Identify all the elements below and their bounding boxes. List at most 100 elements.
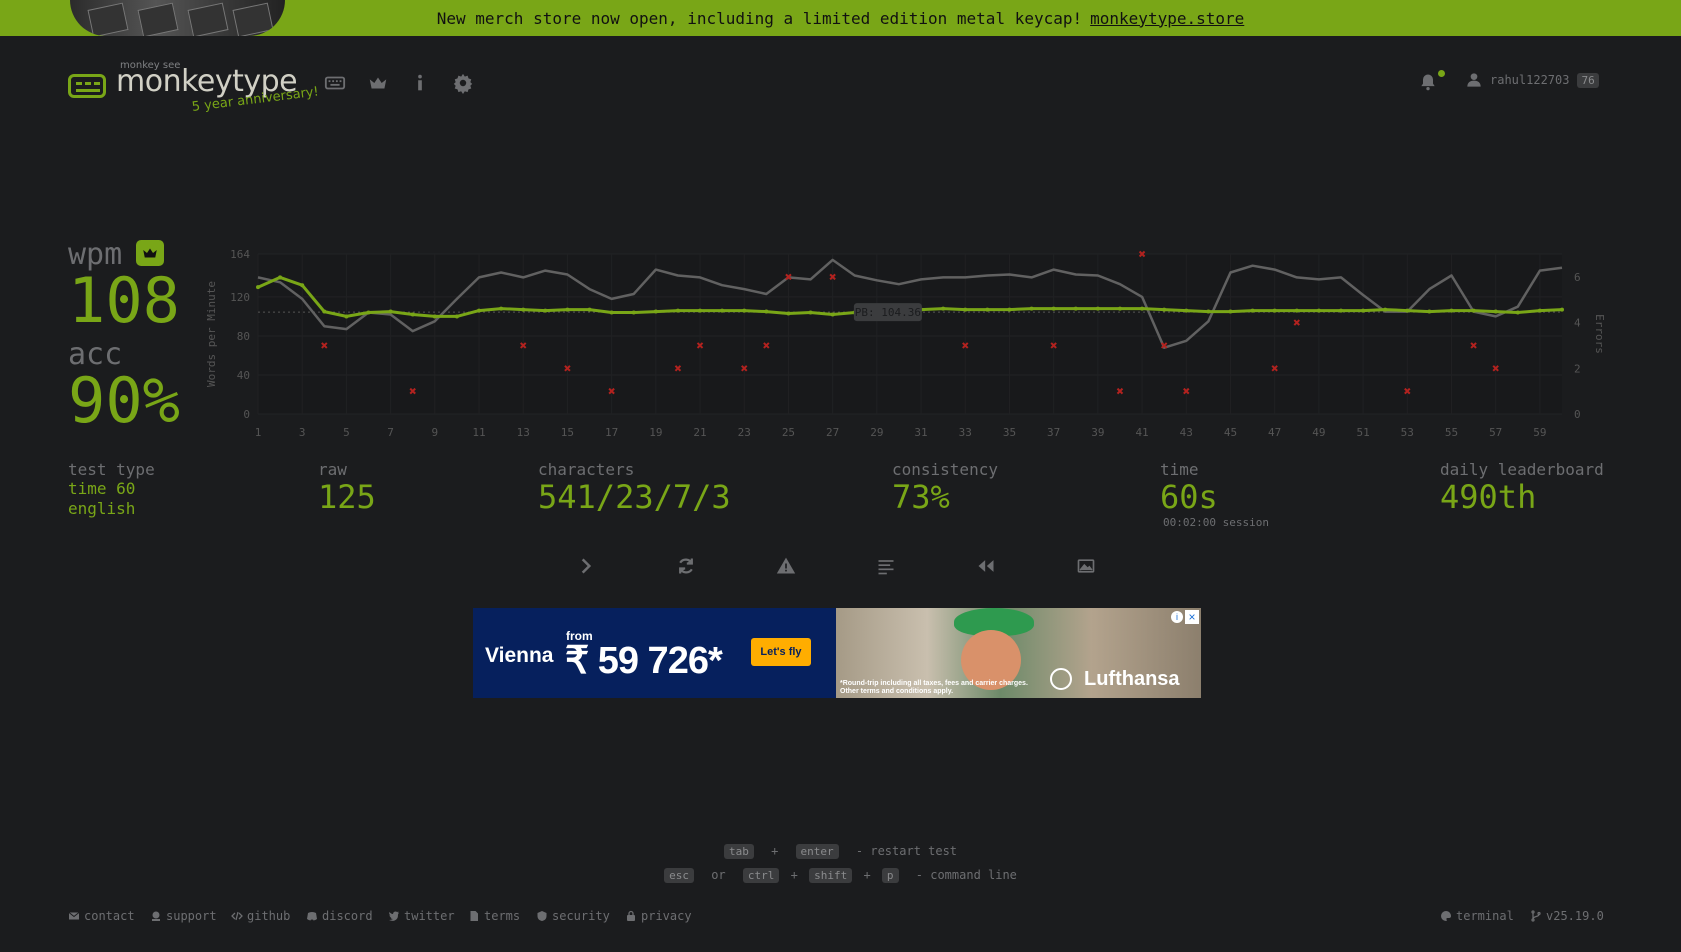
wpm-value: 108 <box>68 264 180 337</box>
x-tick-label: 53 <box>1401 426 1414 439</box>
branch-icon <box>1531 910 1541 922</box>
logo-text[interactable]: monkeytype <box>116 64 298 99</box>
ad-image-panel[interactable]: *Round-trip including all taxes, fees an… <box>836 608 1201 698</box>
wpm-point <box>963 307 968 312</box>
wpm-point <box>256 285 260 290</box>
x-tick-label: 55 <box>1445 426 1458 439</box>
wpm-point <box>432 314 437 319</box>
x-tick-label: 7 <box>387 426 394 439</box>
logo-icon[interactable] <box>68 74 106 98</box>
footer-contact[interactable]: contact <box>68 909 135 923</box>
merch-store-link[interactable]: monkeytype.store <box>1090 8 1245 28</box>
notification-dot <box>1438 70 1445 77</box>
footer-terms[interactable]: terms <box>468 909 520 923</box>
raw-value: 125 <box>318 478 376 516</box>
restart-hint: tab + enter - restart test <box>0 844 1681 859</box>
crown-icon[interactable] <box>367 72 389 94</box>
wpm-point <box>587 307 592 312</box>
test-type-stat: test type time 60 english <box>68 460 155 519</box>
footer-link-label: security <box>552 909 610 923</box>
error-point <box>1116 387 1124 395</box>
ad-left-panel[interactable]: Vienna from ₹ 59 726* Let's fly <box>473 608 836 698</box>
time-stat: time 60s 00:02:00 session <box>1160 460 1269 529</box>
word-history-icon[interactable] <box>876 556 896 576</box>
error-point <box>1050 342 1057 349</box>
footer-twitter[interactable]: twitter <box>388 909 455 923</box>
wpm-point <box>1537 308 1542 313</box>
bell-icon[interactable] <box>1418 72 1438 92</box>
screenshot-icon[interactable] <box>1076 556 1096 576</box>
wpm-point <box>1095 306 1100 311</box>
raw-stat: raw 125 <box>318 460 376 516</box>
main-stats: wpm 108 acc 90% <box>68 240 180 432</box>
x-tick-label: 15 <box>561 426 574 439</box>
wpm-point <box>1316 308 1321 313</box>
footer-github[interactable]: github <box>231 909 290 923</box>
wpm-point <box>1206 309 1211 314</box>
user-icon <box>1467 73 1481 87</box>
or-text: or <box>711 868 726 882</box>
ad-photo-face <box>961 630 1021 690</box>
advertisement[interactable]: Vienna from ₹ 59 726* Let's fly *Round-t… <box>473 608 1201 698</box>
account-button[interactable]: rahul122703 76 <box>1466 72 1599 88</box>
keyboard-icon[interactable] <box>324 72 346 94</box>
y2-tick-label: 2 <box>1574 362 1581 375</box>
donate-icon <box>152 911 160 921</box>
restart-icon[interactable] <box>676 556 696 576</box>
y2-tick-label: 4 <box>1574 317 1581 330</box>
banner-text: New merch store now open, including a li… <box>436 8 1083 28</box>
footer-privacy[interactable]: privacy <box>625 909 692 923</box>
footer-theme[interactable]: terminal <box>1440 909 1514 923</box>
wpm-point <box>808 310 813 315</box>
wpm-point <box>521 307 526 312</box>
warning-icon[interactable] <box>776 556 796 576</box>
footer-support[interactable]: support <box>150 909 217 923</box>
time-label: time <box>1160 460 1199 479</box>
footer-version[interactable]: v25.19.0 <box>1530 909 1604 923</box>
ad-info-icon[interactable]: i <box>1171 611 1183 623</box>
acc-label: acc <box>68 337 123 372</box>
ad-price: ₹ 59 726* <box>565 640 723 682</box>
info-icon[interactable] <box>409 72 431 94</box>
key-enter: enter <box>795 844 839 859</box>
wpm-point <box>1560 307 1564 312</box>
wpm-point <box>565 307 570 312</box>
ad-close-icon[interactable]: × <box>1185 610 1199 624</box>
plus-sign: + <box>771 844 779 858</box>
lock-icon <box>627 910 635 921</box>
level-badge: 76 <box>1577 72 1599 88</box>
wpm-point <box>1383 307 1388 312</box>
wpm-point <box>786 311 791 316</box>
error-point <box>1293 319 1300 326</box>
acc-value: 90% <box>68 364 180 437</box>
crown-icon <box>135 240 164 266</box>
palette-icon <box>1441 911 1451 921</box>
test-type-language: english <box>68 499 136 518</box>
replay-icon[interactable] <box>976 556 996 576</box>
x-tick-label: 21 <box>693 426 706 439</box>
footer-discord[interactable]: discord <box>306 909 373 923</box>
ad-from: from <box>566 629 593 643</box>
command-line-hint-text: - command line <box>915 868 1017 882</box>
x-tick-label: 49 <box>1312 426 1325 439</box>
plus-sign: + <box>863 868 871 882</box>
footer-link-label: contact <box>84 909 135 923</box>
ad-cta-button[interactable]: Let's fly <box>751 638 811 666</box>
consistency-value: 73% <box>892 478 950 516</box>
header: monkey see monkeytype 5 year anniversary… <box>68 60 1599 120</box>
x-tick-label: 43 <box>1180 426 1193 439</box>
footer-link-label: privacy <box>641 909 692 923</box>
error-point <box>1492 365 1499 372</box>
wpm-point <box>388 309 393 314</box>
footer-security[interactable]: security <box>536 909 610 923</box>
footer-link-label: twitter <box>404 909 455 923</box>
error-point <box>1470 342 1477 349</box>
y-tick-label: 120 <box>230 291 250 304</box>
x-tick-label: 17 <box>605 426 618 439</box>
next-test-icon[interactable] <box>576 556 596 576</box>
gear-icon[interactable] <box>452 72 474 94</box>
result-actions <box>0 556 1681 580</box>
ad-brand: Lufthansa <box>1084 668 1180 690</box>
test-type-mode: time 60 <box>68 479 136 498</box>
y-axis-label: Words per Minute <box>205 281 218 387</box>
